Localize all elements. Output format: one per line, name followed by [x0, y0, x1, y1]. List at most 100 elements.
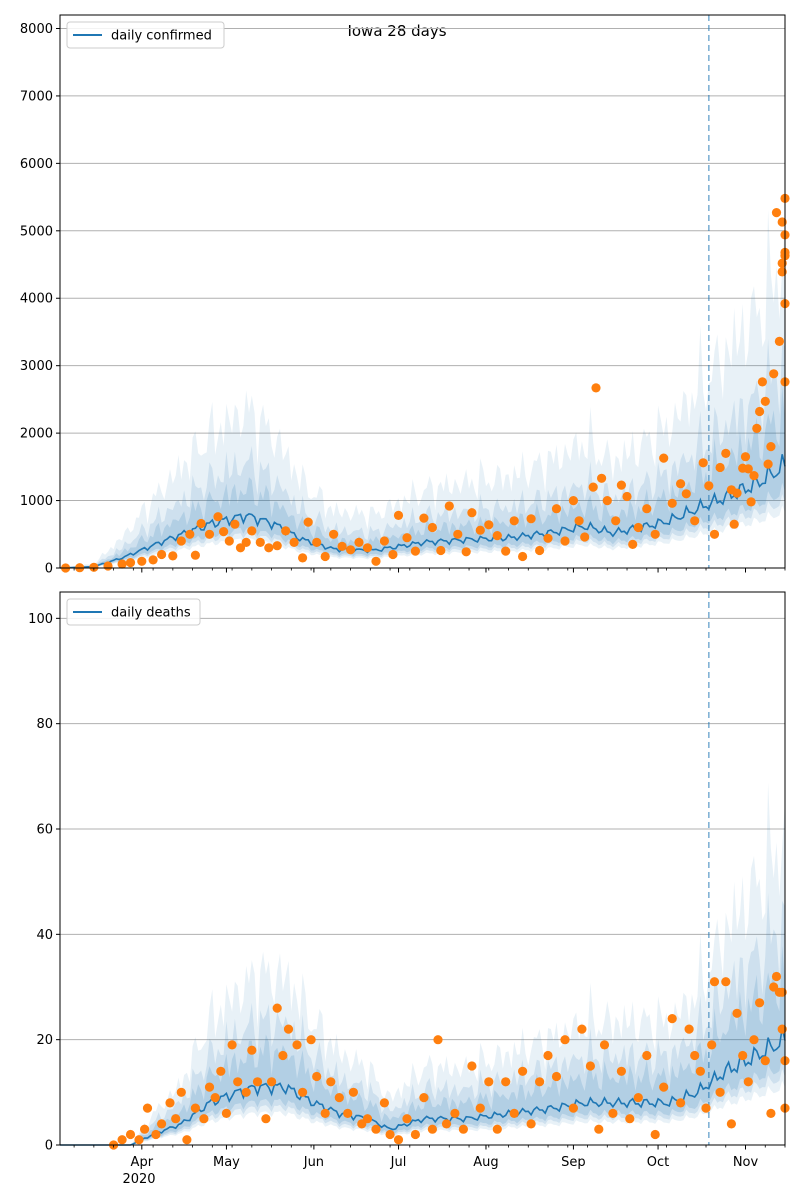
deaths-panel: 0 20 40 60 80 100 daily deaths [28, 591, 790, 1154]
data-point [732, 488, 742, 498]
data-point [157, 1119, 167, 1129]
data-point [117, 559, 127, 569]
x-tick-label: Jun [303, 1155, 324, 1170]
data-point [303, 517, 313, 527]
data-point [190, 1103, 200, 1113]
data-point [458, 1124, 468, 1134]
data-point [749, 471, 759, 481]
legend-label: daily confirmed [111, 29, 212, 44]
data-point [551, 504, 562, 514]
legend-box [66, 598, 201, 626]
data-point [721, 977, 731, 987]
data-point [690, 1050, 700, 1061]
y-tick-label: 8000 [20, 22, 53, 37]
data-point [526, 514, 536, 524]
data-point [388, 549, 398, 560]
confidence-band-1 [60, 782, 785, 1145]
confidence-band-2 [60, 338, 785, 568]
data-point [622, 491, 632, 502]
data-point [757, 377, 768, 387]
data-point [574, 516, 584, 526]
x-tick-label: Sep [561, 1155, 586, 1170]
confirmed-panel: 0 1000 2000 3000 4000 5000 6000 7000 8000 daily c… [20, 14, 790, 577]
data-point [125, 558, 136, 568]
data-point [292, 1040, 302, 1050]
data-point [140, 1124, 150, 1134]
data-point [484, 520, 494, 530]
data-point [298, 1087, 308, 1097]
data-point [608, 1108, 618, 1118]
data-point [441, 1119, 452, 1129]
y-tick-label: 100 [28, 612, 53, 627]
data-point [329, 529, 339, 539]
trend-line [59, 454, 786, 569]
data-point [348, 1087, 358, 1097]
data-point [568, 1103, 579, 1113]
data-point [204, 529, 215, 539]
data-point [176, 536, 186, 546]
data-point [729, 519, 739, 529]
data-point [690, 516, 700, 526]
data-point [484, 1077, 494, 1087]
data-point [580, 532, 590, 542]
data-point [667, 498, 677, 508]
data-point [771, 971, 782, 982]
data-point [255, 537, 265, 548]
x-axis-labels: Apr May Jun Jul Aug Sep Oct Nov [131, 1155, 759, 1170]
observed-points [61, 193, 790, 573]
data-point [769, 369, 779, 379]
data-point [216, 1066, 226, 1076]
data-point [219, 527, 229, 537]
y-tick-label: 80 [36, 717, 53, 732]
data-point [142, 1103, 153, 1113]
data-point [535, 1077, 545, 1087]
axes-frame [59, 591, 786, 1146]
data-point [509, 516, 519, 526]
data-point [176, 1087, 186, 1097]
data-point [746, 497, 756, 507]
x-tick-label: Jul [390, 1155, 407, 1170]
data-point [196, 518, 206, 529]
data-point [475, 525, 485, 535]
data-point [616, 480, 627, 490]
data-point [410, 1129, 420, 1140]
data-point [560, 536, 570, 546]
data-point [247, 1045, 257, 1055]
data-point [633, 522, 643, 533]
data-point [492, 1124, 502, 1134]
data-point [501, 1077, 511, 1087]
data-point [204, 1082, 215, 1092]
confidence-band-3 [60, 386, 785, 568]
data-point [709, 977, 720, 987]
data-point [560, 1035, 570, 1045]
data-point [210, 1093, 220, 1103]
data-point [650, 1129, 660, 1140]
data-point [743, 1077, 753, 1087]
data-point [312, 537, 322, 548]
data-point [379, 1098, 389, 1108]
data-point [312, 1071, 322, 1082]
data-point [213, 512, 223, 522]
data-point [453, 529, 463, 539]
data-point [137, 556, 147, 566]
data-point [306, 1035, 316, 1045]
data-point [597, 473, 607, 483]
data-point [402, 1114, 412, 1124]
data-point [588, 482, 598, 492]
data-point [117, 1135, 127, 1145]
legend: daily confirmed [66, 21, 225, 49]
data-point [346, 545, 356, 555]
data-point [281, 526, 291, 536]
data-point [402, 533, 412, 543]
data-point [501, 546, 511, 556]
data-point [732, 1008, 742, 1018]
data-point [272, 1003, 282, 1013]
data-point [283, 1024, 294, 1034]
data-point [611, 516, 621, 526]
data-point [261, 1114, 271, 1124]
data-point [467, 1061, 477, 1071]
data-point [766, 1108, 776, 1118]
x-tick-label: Nov [733, 1155, 759, 1170]
data-point [591, 383, 601, 393]
